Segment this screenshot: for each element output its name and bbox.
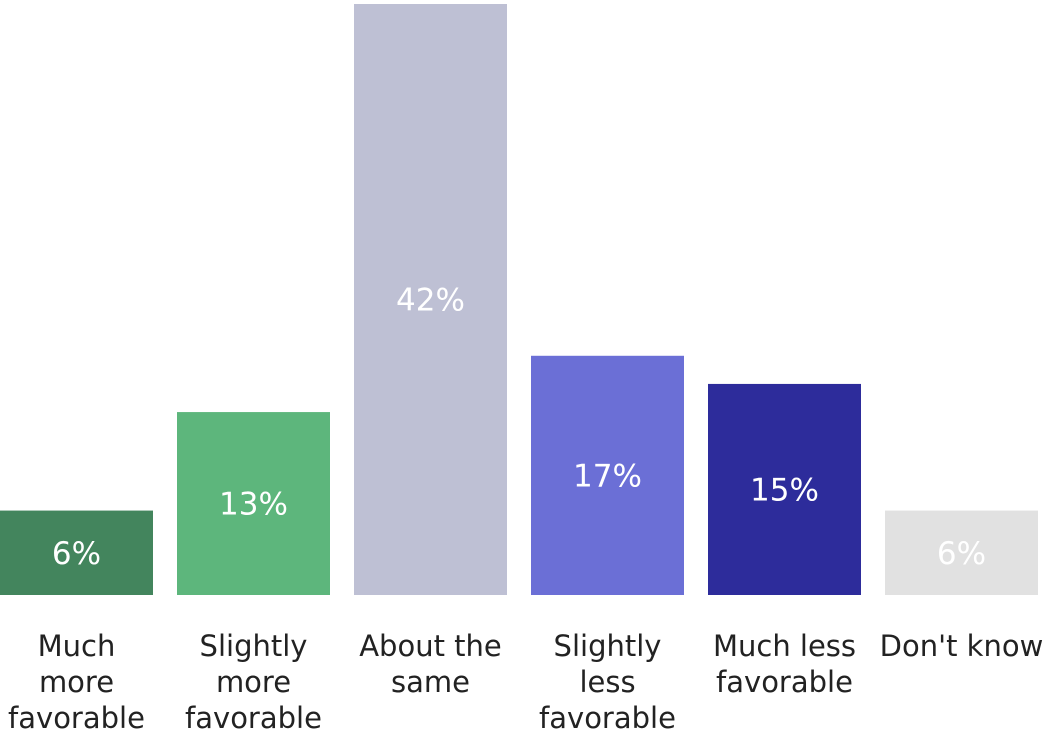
bar-value-label-0: 6%: [52, 536, 101, 572]
bar-4: [708, 383, 861, 595]
bar-0: [0, 510, 153, 595]
category-label-4-line-1: favorable: [716, 665, 853, 699]
category-label-1-line-1: more: [216, 665, 291, 699]
category-label-0-line-1: more: [39, 665, 114, 699]
bar-value-label-1: 13%: [219, 487, 288, 523]
category-label-0-line-2: favorable: [8, 701, 145, 735]
category-label-3-line-2: favorable: [539, 701, 676, 735]
bar-1: [177, 412, 330, 595]
category-labels-layer: MuchmorefavorableSlightlymorefavorableAb…: [8, 629, 1043, 735]
category-label-5-line-0: Don't know: [880, 629, 1044, 663]
category-label-2-line-1: same: [391, 665, 470, 699]
bars-layer: [0, 4, 1038, 595]
value-labels-layer: 6% 13% 42% 17% 15% 6%: [52, 283, 986, 572]
bar-value-label-3: 17%: [573, 458, 642, 494]
bar-value-label-2: 42%: [396, 283, 465, 319]
category-label-3-line-1: less: [579, 665, 635, 699]
bar-value-label-5: 6%: [937, 536, 986, 572]
bar-5: [885, 510, 1038, 595]
category-label-1-line-2: favorable: [185, 701, 322, 735]
category-label-2-line-0: About the: [359, 629, 502, 663]
category-label-1-line-0: Slightly: [200, 629, 308, 663]
category-label-0-line-0: Much: [38, 629, 116, 663]
category-label-4-line-0: Much less: [713, 629, 856, 663]
category-label-3-line-0: Slightly: [554, 629, 662, 663]
bar-3: [531, 355, 684, 595]
bar-value-label-4: 15%: [750, 472, 819, 508]
bar-2: [354, 4, 507, 595]
